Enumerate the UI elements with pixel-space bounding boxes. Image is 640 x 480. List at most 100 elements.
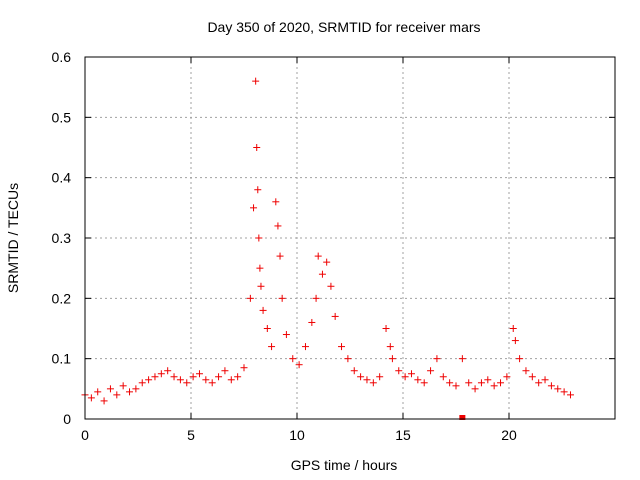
data-point: [268, 343, 276, 351]
data-point: [331, 312, 339, 320]
data-point: [314, 252, 322, 260]
data-point: [221, 367, 229, 375]
data-point: [312, 294, 320, 302]
data-point: [522, 367, 530, 375]
data-point: [202, 376, 210, 384]
data-point: [252, 77, 260, 85]
data-point: [516, 355, 524, 363]
y-tick-label: 0.5: [52, 109, 72, 125]
data-point: [497, 379, 505, 387]
data-point: [414, 376, 422, 384]
data-point: [176, 376, 184, 384]
data-point: [401, 373, 409, 381]
data-point: [503, 373, 511, 381]
data-point: [327, 282, 335, 290]
data-point: [363, 376, 371, 384]
data-point: [509, 325, 517, 332]
data-point: [257, 282, 265, 290]
data-point: [439, 373, 447, 381]
data-point: [554, 385, 562, 393]
y-tick-label: 0.2: [52, 290, 72, 306]
y-tick-label: 0.1: [52, 351, 72, 367]
y-tick-label: 0: [63, 411, 71, 427]
data-point: [94, 388, 102, 396]
data-point: [170, 373, 178, 381]
data-point: [250, 204, 258, 212]
data-point: [151, 373, 159, 381]
y-tick-label: 0.6: [52, 49, 72, 65]
data-point: [382, 325, 390, 332]
data-point: [132, 385, 140, 393]
data-point: [477, 379, 485, 387]
data-point: [433, 355, 441, 363]
data-point: [560, 388, 568, 396]
axis-ticks: [84, 56, 615, 420]
data-point: [276, 252, 284, 260]
data-point: [138, 379, 146, 387]
data-point: [386, 343, 394, 351]
y-tick-label: 0.4: [52, 170, 72, 186]
x-tick-label: 15: [395, 427, 411, 443]
outlier-point: [459, 415, 466, 420]
data-point: [308, 318, 316, 326]
data-point: [87, 394, 95, 402]
data-point: [407, 370, 415, 378]
data-point: [208, 379, 216, 387]
data-point: [259, 306, 267, 314]
data-points: [81, 77, 574, 420]
data-point: [227, 376, 235, 384]
data-point: [282, 331, 290, 339]
data-point: [254, 186, 262, 194]
data-point: [145, 376, 153, 384]
data-point: [295, 361, 303, 369]
data-point: [484, 376, 492, 384]
data-point: [369, 379, 377, 387]
data-point: [113, 391, 121, 399]
chart-title: Day 350 of 2020, SRMTID for receiver mar…: [207, 19, 480, 35]
data-point: [471, 385, 479, 393]
y-tick-labels: 0 0.1 0.2 0.3 0.4 0.5 0.6: [52, 49, 72, 427]
data-point: [240, 364, 248, 372]
data-point: [446, 379, 454, 387]
data-point: [253, 144, 261, 151]
y-tick-label: 0.3: [52, 230, 72, 246]
data-point: [126, 388, 134, 396]
data-point: [541, 376, 549, 384]
data-point: [189, 373, 197, 381]
data-point: [465, 379, 473, 387]
data-point: [274, 222, 282, 230]
data-point: [323, 258, 331, 266]
data-point: [420, 379, 428, 387]
data-point: [344, 355, 352, 363]
data-point: [234, 373, 242, 381]
data-point: [395, 367, 403, 375]
data-point: [566, 391, 574, 399]
data-point: [195, 370, 203, 378]
x-axis-label: GPS time / hours: [291, 457, 398, 473]
data-point: [427, 367, 435, 375]
data-point: [376, 373, 384, 381]
data-point: [301, 343, 309, 351]
data-point: [318, 270, 326, 278]
data-point: [263, 325, 271, 332]
data-point: [215, 373, 223, 381]
data-point: [289, 355, 297, 363]
x-tick-label: 10: [289, 427, 305, 443]
grid-lines: [85, 57, 615, 419]
data-point: [256, 264, 264, 272]
x-tick-label: 20: [501, 427, 517, 443]
data-point: [458, 355, 466, 363]
x-tick-label: 5: [187, 427, 195, 443]
data-point: [490, 382, 498, 390]
data-point: [164, 367, 172, 375]
x-tick-label: 0: [81, 427, 89, 443]
data-point: [357, 373, 365, 381]
data-point: [452, 382, 460, 390]
data-point: [272, 198, 280, 206]
data-point: [338, 343, 346, 351]
data-point: [388, 355, 396, 363]
data-point: [157, 370, 165, 378]
data-point: [350, 367, 358, 375]
data-point: [278, 294, 286, 302]
